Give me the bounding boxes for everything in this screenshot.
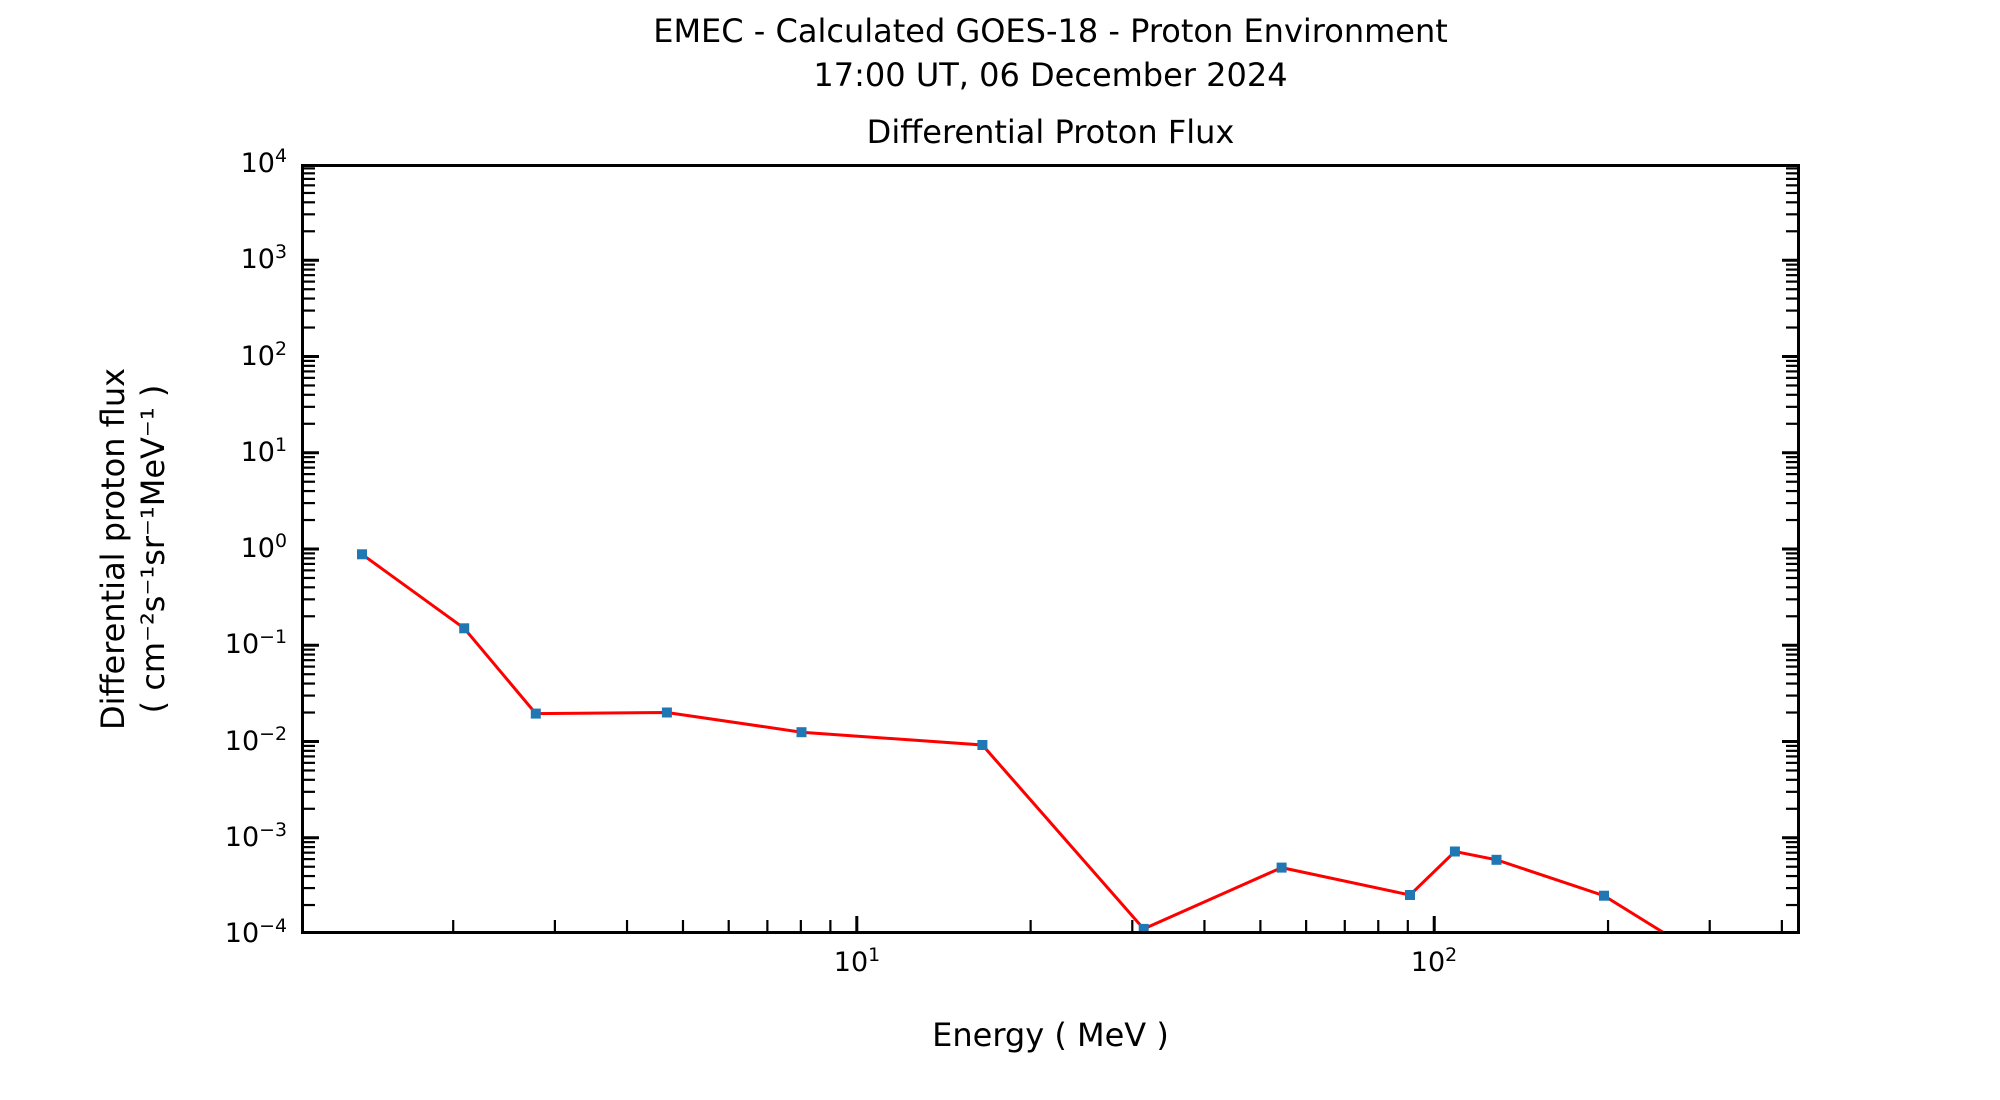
data-point-marker <box>1491 854 1502 865</box>
data-point-marker <box>1276 862 1287 873</box>
plot-area <box>301 164 1800 934</box>
data-point-marker <box>530 708 541 719</box>
data-point-marker <box>661 707 672 718</box>
data-point-marker <box>357 549 367 560</box>
data-point-marker <box>1405 890 1415 900</box>
y-tick-label: 100 <box>240 530 287 564</box>
x-axis-label: Energy ( MeV ) <box>932 1016 1169 1054</box>
data-point-marker <box>1449 846 1460 857</box>
y-axis-label: Differential proton flux ( cm⁻²s⁻¹sr⁻¹Me… <box>93 368 173 730</box>
flux-line <box>361 553 1669 934</box>
y-tick-label: 10−1 <box>224 626 287 660</box>
data-point-marker <box>796 727 807 738</box>
y-axis-label-line1: Differential proton flux <box>94 367 132 731</box>
y-tick-label: 10−2 <box>224 723 287 757</box>
data-point-marker <box>977 740 988 750</box>
data-point-marker <box>459 623 470 634</box>
y-tick-label: 10−3 <box>224 819 287 853</box>
x-tick-label: 101 <box>833 944 881 978</box>
y-tick-label: 104 <box>240 145 287 179</box>
y-tick-label: 102 <box>240 338 287 372</box>
axes-title: Differential Proton Flux <box>866 113 1235 151</box>
y-tick-label: 101 <box>240 434 287 468</box>
x-tick-label: 102 <box>1410 944 1458 978</box>
data-point-marker <box>1599 890 1609 901</box>
y-tick-label: 10−4 <box>224 915 287 949</box>
data-point-marker <box>1138 923 1149 934</box>
chart-svg <box>301 164 1800 934</box>
chart-title: EMEC - Calculated GOES-18 - Proton Envir… <box>653 12 1448 50</box>
chart-subtitle: 17:00 UT, 06 December 2024 <box>813 56 1288 94</box>
y-tick-label: 103 <box>240 241 287 275</box>
